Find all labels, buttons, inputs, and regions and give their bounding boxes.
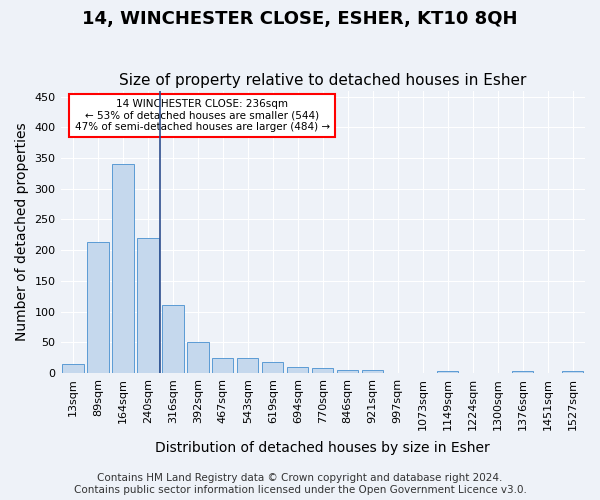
- Title: Size of property relative to detached houses in Esher: Size of property relative to detached ho…: [119, 73, 526, 88]
- Bar: [62, 364, 83, 373]
- Bar: [262, 362, 283, 373]
- X-axis label: Distribution of detached houses by size in Esher: Distribution of detached houses by size …: [155, 441, 490, 455]
- Text: 14 WINCHESTER CLOSE: 236sqm
← 53% of detached houses are smaller (544)
47% of se: 14 WINCHESTER CLOSE: 236sqm ← 53% of det…: [74, 99, 330, 132]
- Y-axis label: Number of detached properties: Number of detached properties: [15, 122, 29, 341]
- Bar: [137, 238, 158, 373]
- Bar: [187, 342, 209, 373]
- Bar: [237, 358, 259, 373]
- Bar: [437, 371, 458, 373]
- Bar: [337, 370, 358, 373]
- Bar: [362, 370, 383, 373]
- Text: 14, WINCHESTER CLOSE, ESHER, KT10 8QH: 14, WINCHESTER CLOSE, ESHER, KT10 8QH: [82, 10, 518, 28]
- Bar: [212, 358, 233, 373]
- Bar: [312, 368, 334, 373]
- Text: Contains HM Land Registry data © Crown copyright and database right 2024.
Contai: Contains HM Land Registry data © Crown c…: [74, 474, 526, 495]
- Bar: [562, 371, 583, 373]
- Bar: [88, 242, 109, 373]
- Bar: [163, 306, 184, 373]
- Bar: [512, 371, 533, 373]
- Bar: [112, 164, 134, 373]
- Bar: [287, 367, 308, 373]
